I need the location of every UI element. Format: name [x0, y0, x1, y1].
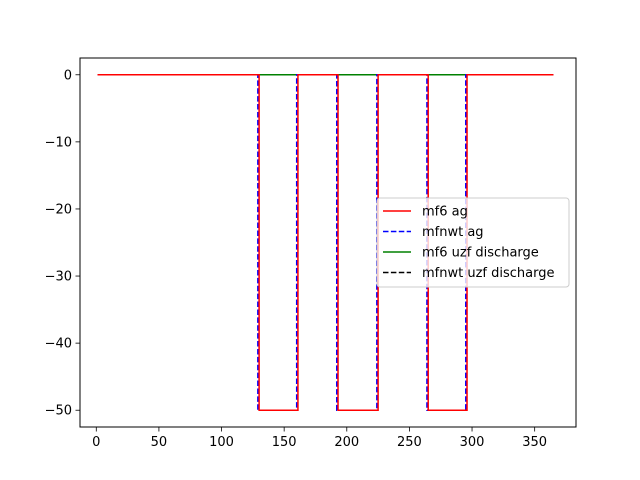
y-tick-label: 0	[64, 68, 72, 83]
x-tick-label: 0	[92, 435, 100, 450]
y-tick-label: −20	[45, 202, 72, 217]
legend-label-2: mf6 uzf discharge	[422, 246, 539, 261]
series-line-0	[97, 74, 554, 411]
x-tick-label: 50	[151, 435, 168, 450]
legend-label-1: mfnwt ag	[422, 225, 484, 240]
y-tick-label: −40	[45, 337, 72, 352]
x-tick-label: 250	[397, 435, 422, 450]
y-axis: 0 −10 −20 −30 −40 −50	[45, 68, 80, 419]
x-tick-label: 350	[522, 435, 547, 450]
legend-label-3: mfnwt uzf discharge	[422, 266, 554, 281]
y-tick-label: −10	[45, 135, 72, 150]
plot-area	[97, 74, 554, 411]
x-tick-label: 200	[334, 435, 359, 450]
legend: mf6 ag mfnwt ag mf6 uzf discharge mfnwt uzf…	[376, 197, 570, 288]
axes-frame	[79, 57, 577, 428]
y-tick-label: −50	[45, 404, 72, 419]
x-tick-label: 300	[460, 435, 485, 450]
x-tick-label: 100	[209, 435, 234, 450]
legend-label-0: mf6 ag	[422, 205, 468, 220]
x-tick-label: 150	[272, 435, 297, 450]
legend-box	[376, 197, 570, 288]
x-axis: 0 50 100 150 200 250 300 350	[92, 427, 547, 450]
y-tick-label: −30	[45, 270, 72, 285]
